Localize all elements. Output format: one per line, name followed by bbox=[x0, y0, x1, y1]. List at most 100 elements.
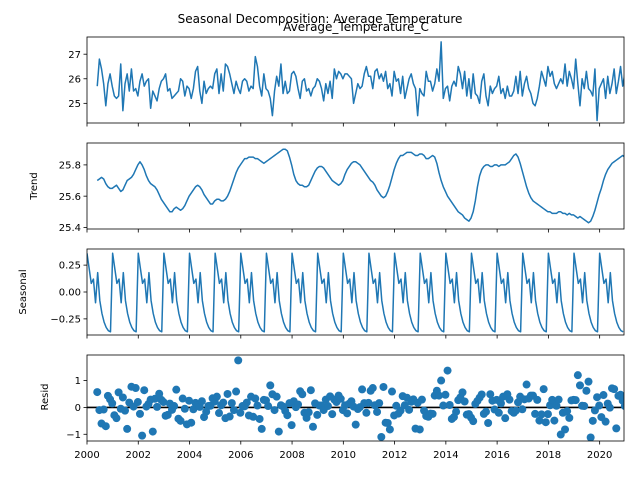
resid-point bbox=[632, 395, 640, 403]
observed-panel: Average_Temperature_C 25 26 27 bbox=[68, 20, 625, 127]
resid-point bbox=[539, 385, 548, 394]
resid-point bbox=[266, 381, 275, 390]
resid-point bbox=[388, 387, 397, 396]
resid-point bbox=[537, 410, 546, 419]
xtick-label: 2000 bbox=[74, 450, 99, 461]
resid-point bbox=[482, 407, 490, 416]
resid-point bbox=[298, 390, 307, 399]
observed-ytick-label: 27 bbox=[68, 50, 81, 61]
observed-title: Average_Temperature_C bbox=[283, 20, 429, 34]
resid-point bbox=[535, 416, 544, 425]
resid-point bbox=[223, 389, 232, 398]
resid-point bbox=[541, 418, 550, 427]
resid-point bbox=[323, 402, 332, 411]
resid-point bbox=[270, 406, 279, 415]
resid-point bbox=[308, 422, 317, 431]
xtick-label: 2016 bbox=[484, 450, 509, 461]
resid-ylabel: Resid bbox=[40, 384, 51, 411]
xtick-label: 2004 bbox=[177, 450, 202, 461]
resid-point bbox=[533, 395, 542, 404]
resid-point bbox=[138, 431, 147, 440]
resid-point bbox=[563, 407, 572, 416]
resid-point bbox=[486, 390, 495, 399]
resid-point bbox=[625, 408, 633, 416]
resid-point bbox=[588, 416, 597, 425]
resid-point bbox=[561, 425, 570, 434]
resid-point bbox=[469, 417, 478, 426]
resid-point bbox=[629, 400, 637, 408]
resid-point bbox=[133, 398, 142, 407]
seasonal-ytick-label: 0.25 bbox=[59, 261, 81, 272]
resid-point bbox=[108, 399, 117, 408]
resid-point bbox=[336, 394, 345, 403]
resid-point bbox=[172, 385, 181, 394]
resid-point bbox=[548, 395, 557, 404]
resid-point bbox=[99, 405, 108, 414]
resid-point bbox=[437, 376, 446, 385]
resid-point bbox=[505, 395, 514, 404]
trend-plot-area: 25.4 25.6 25.8 bbox=[59, 142, 625, 234]
xtick-label: 2014 bbox=[433, 450, 458, 461]
resid-point bbox=[634, 388, 640, 396]
observed-ytick-label: 25 bbox=[68, 99, 81, 110]
resid-point bbox=[452, 407, 461, 416]
resid-point bbox=[328, 410, 337, 419]
resid-point bbox=[187, 418, 196, 427]
resid-point bbox=[227, 399, 236, 408]
resid-point bbox=[477, 390, 486, 399]
resid-point bbox=[212, 392, 221, 401]
resid-point bbox=[306, 386, 315, 395]
resid-point bbox=[234, 356, 243, 365]
observed-plot-area: 25 26 27 bbox=[68, 36, 625, 127]
resid-point bbox=[121, 406, 130, 415]
observed-ytick-label: 26 bbox=[68, 74, 81, 85]
resid-point bbox=[620, 402, 624, 410]
resid-point bbox=[294, 400, 303, 409]
resid-plot-area: −1 0 1 2000 2002 2004 2006 2008 2010 2012 2014 2016… bbox=[66, 354, 640, 461]
resid-point bbox=[242, 398, 251, 407]
resid-point bbox=[274, 427, 283, 436]
xtick-label: 2018 bbox=[536, 450, 561, 461]
resid-point bbox=[385, 425, 394, 434]
resid-point bbox=[159, 398, 168, 407]
seasonal-ytick-label: −0.25 bbox=[50, 314, 81, 325]
resid-point bbox=[251, 394, 260, 403]
resid-point bbox=[379, 382, 388, 391]
resid-point bbox=[522, 380, 531, 389]
resid-point bbox=[253, 401, 262, 410]
resid-point bbox=[439, 401, 448, 410]
observed-axes-frame bbox=[86, 36, 625, 124]
resid-point bbox=[441, 390, 450, 399]
resid-point bbox=[215, 409, 223, 418]
resid-point bbox=[272, 392, 281, 401]
resid-point bbox=[405, 405, 414, 414]
resid-ytick-label: 0 bbox=[75, 403, 81, 414]
resid-point bbox=[180, 404, 189, 413]
resid-point bbox=[383, 418, 392, 427]
resid-point bbox=[118, 393, 127, 402]
resid-point bbox=[458, 388, 467, 397]
resid-point bbox=[415, 425, 424, 434]
trend-axes-frame bbox=[86, 142, 625, 230]
resid-point bbox=[112, 414, 121, 423]
trend-ytick-label: 25.6 bbox=[59, 192, 81, 203]
resid-point bbox=[580, 402, 589, 411]
resid-point bbox=[584, 377, 593, 386]
resid-point bbox=[351, 420, 360, 429]
resid-point bbox=[373, 407, 382, 416]
resid-point bbox=[93, 388, 102, 397]
resid-point bbox=[610, 385, 619, 394]
resid-point bbox=[255, 414, 264, 423]
xtick-label: 2002 bbox=[126, 450, 151, 461]
resid-point bbox=[232, 387, 241, 396]
resid-point bbox=[343, 409, 352, 418]
xtick-label: 2020 bbox=[587, 450, 612, 461]
resid-point bbox=[552, 401, 561, 410]
resid-point bbox=[543, 410, 552, 419]
resid-point bbox=[264, 402, 273, 411]
resid-point bbox=[236, 408, 245, 417]
xtick-label: 2006 bbox=[228, 450, 253, 461]
resid-ytick-label: 1 bbox=[75, 376, 81, 387]
resid-point bbox=[565, 413, 574, 422]
